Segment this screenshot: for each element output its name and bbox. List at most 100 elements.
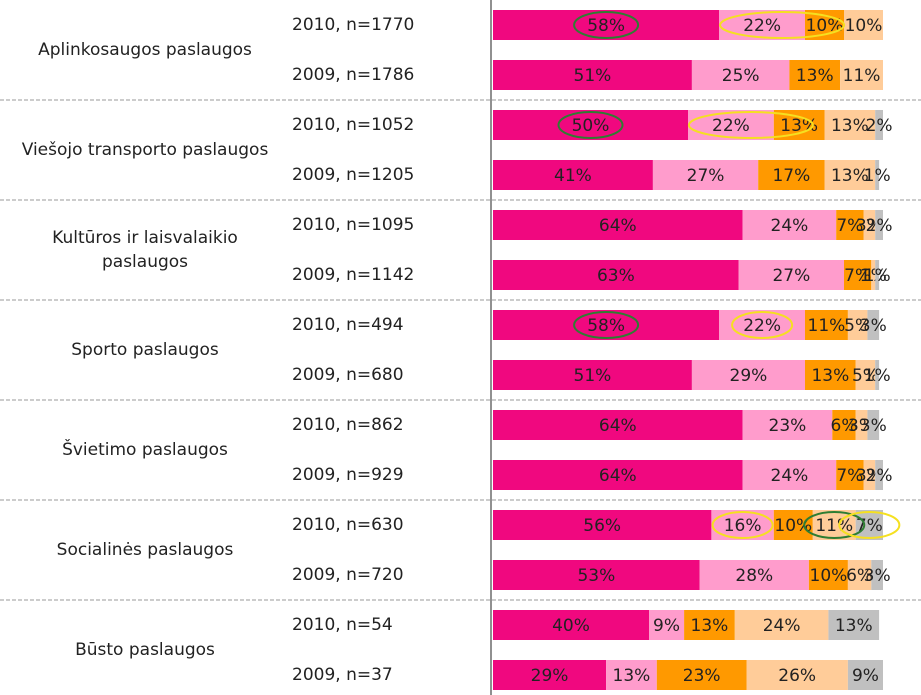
- y-tick-label: 2010, n=1770: [292, 15, 414, 35]
- highlight-oval: [838, 511, 901, 539]
- bar-segment: [875, 210, 883, 240]
- data-label: 7%: [844, 266, 871, 286]
- bar-segment: [649, 610, 685, 640]
- data-label: 10%: [810, 566, 848, 586]
- bar-segment: [493, 10, 720, 40]
- group-label: Sporto paslaugos: [71, 340, 219, 360]
- data-label: 10%: [774, 516, 812, 536]
- bar-segment: [493, 360, 692, 390]
- data-label: 2%: [866, 116, 893, 136]
- data-label: 10%: [806, 16, 844, 36]
- bar-segment: [493, 210, 743, 240]
- bar-segment: [493, 610, 649, 640]
- y-tick-label: 2010, n=494: [292, 315, 404, 335]
- group-label: Kultūros ir laisvalaikio paslaugos: [52, 228, 238, 272]
- bar-segment: [691, 360, 805, 390]
- highlight-oval: [803, 511, 866, 539]
- bar-segment: [606, 660, 657, 690]
- y-tick-label: 2009, n=720: [292, 565, 404, 585]
- bar-segment: [493, 410, 743, 440]
- group-label: Būsto paslaugos: [75, 640, 215, 660]
- bar-segment: [688, 110, 774, 140]
- bar-segment: [493, 460, 743, 490]
- bar-segment: [808, 560, 848, 590]
- bar-segment: [773, 510, 813, 540]
- bar-segment: [493, 660, 607, 690]
- bar-segment: [805, 310, 848, 340]
- bar-segment: [828, 610, 880, 640]
- data-label: 25%: [722, 66, 760, 86]
- bar-segment: [738, 260, 844, 290]
- data-label: 22%: [743, 316, 781, 336]
- data-label: 5%: [844, 316, 871, 336]
- bar-segment: [493, 110, 688, 140]
- data-label: 16%: [724, 516, 762, 536]
- data-label: 22%: [712, 116, 750, 136]
- data-label: 2%: [866, 466, 893, 486]
- bar-segment: [855, 510, 883, 540]
- data-label: 58%: [587, 316, 625, 336]
- bar-segment: [719, 310, 805, 340]
- data-label: 17%: [772, 166, 810, 186]
- group-label: Socialinės paslaugos: [56, 540, 234, 560]
- bar-segment: [684, 610, 735, 640]
- bar-segment: [844, 260, 872, 290]
- data-label: 13%: [831, 166, 869, 186]
- y-tick-label: 2010, n=1095: [292, 215, 414, 235]
- highlight-oval: [573, 311, 640, 339]
- bar-segment: [758, 160, 825, 190]
- bar-segment: [847, 660, 883, 690]
- y-tick-label: 2009, n=1205: [292, 165, 414, 185]
- data-label: 13%: [831, 116, 869, 136]
- y-tick-label: 2010, n=54: [292, 615, 393, 635]
- bar-segment: [789, 60, 841, 90]
- data-label: 1%: [864, 166, 891, 186]
- bar-segment: [493, 560, 700, 590]
- data-label: 7%: [836, 216, 863, 236]
- bar-segment: [805, 360, 856, 390]
- bar-segment: [875, 160, 880, 190]
- y-tick-label: 2009, n=37: [292, 665, 393, 685]
- data-label: 6%: [846, 566, 873, 586]
- bar-segment: [493, 160, 653, 190]
- data-label: 24%: [763, 616, 801, 636]
- bar-segment: [824, 110, 876, 140]
- data-label: 23%: [683, 666, 721, 686]
- highlight-oval: [711, 511, 774, 539]
- bar-segment: [493, 510, 712, 540]
- data-label: 27%: [687, 166, 725, 186]
- bar-segment: [493, 60, 692, 90]
- data-label: 1%: [864, 366, 891, 386]
- highlight-oval: [719, 11, 846, 39]
- data-label: 53%: [577, 566, 615, 586]
- bar-segment: [867, 410, 880, 440]
- y-tick-label: 2009, n=1786: [292, 65, 414, 85]
- group-label: Aplinkosaugos paslaugos: [38, 40, 252, 60]
- data-label: 11%: [808, 316, 846, 336]
- bar-segment: [875, 460, 883, 490]
- bar-segment: [493, 310, 720, 340]
- data-label: 27%: [772, 266, 810, 286]
- highlight-oval: [731, 311, 794, 339]
- data-label: 41%: [554, 166, 592, 186]
- data-label: 23%: [769, 416, 807, 436]
- y-tick-label: 2009, n=680: [292, 365, 404, 385]
- data-label: 22%: [743, 16, 781, 36]
- bar-segment: [875, 260, 880, 290]
- data-label: 13%: [811, 366, 849, 386]
- bar-segment: [863, 460, 876, 490]
- bar-segment: [875, 360, 880, 390]
- data-label: 1%: [860, 266, 887, 286]
- bar-segment: [832, 410, 856, 440]
- bar-segment: [875, 110, 883, 140]
- data-label: 13%: [796, 66, 834, 86]
- data-label: 51%: [574, 66, 612, 86]
- data-label: 3%: [860, 416, 887, 436]
- data-label: 64%: [599, 216, 637, 236]
- data-label: 7%: [836, 466, 863, 486]
- data-label: 24%: [771, 466, 809, 486]
- data-label: 9%: [852, 666, 879, 686]
- bar-segment: [863, 210, 876, 240]
- y-tick-label: 2010, n=630: [292, 515, 404, 535]
